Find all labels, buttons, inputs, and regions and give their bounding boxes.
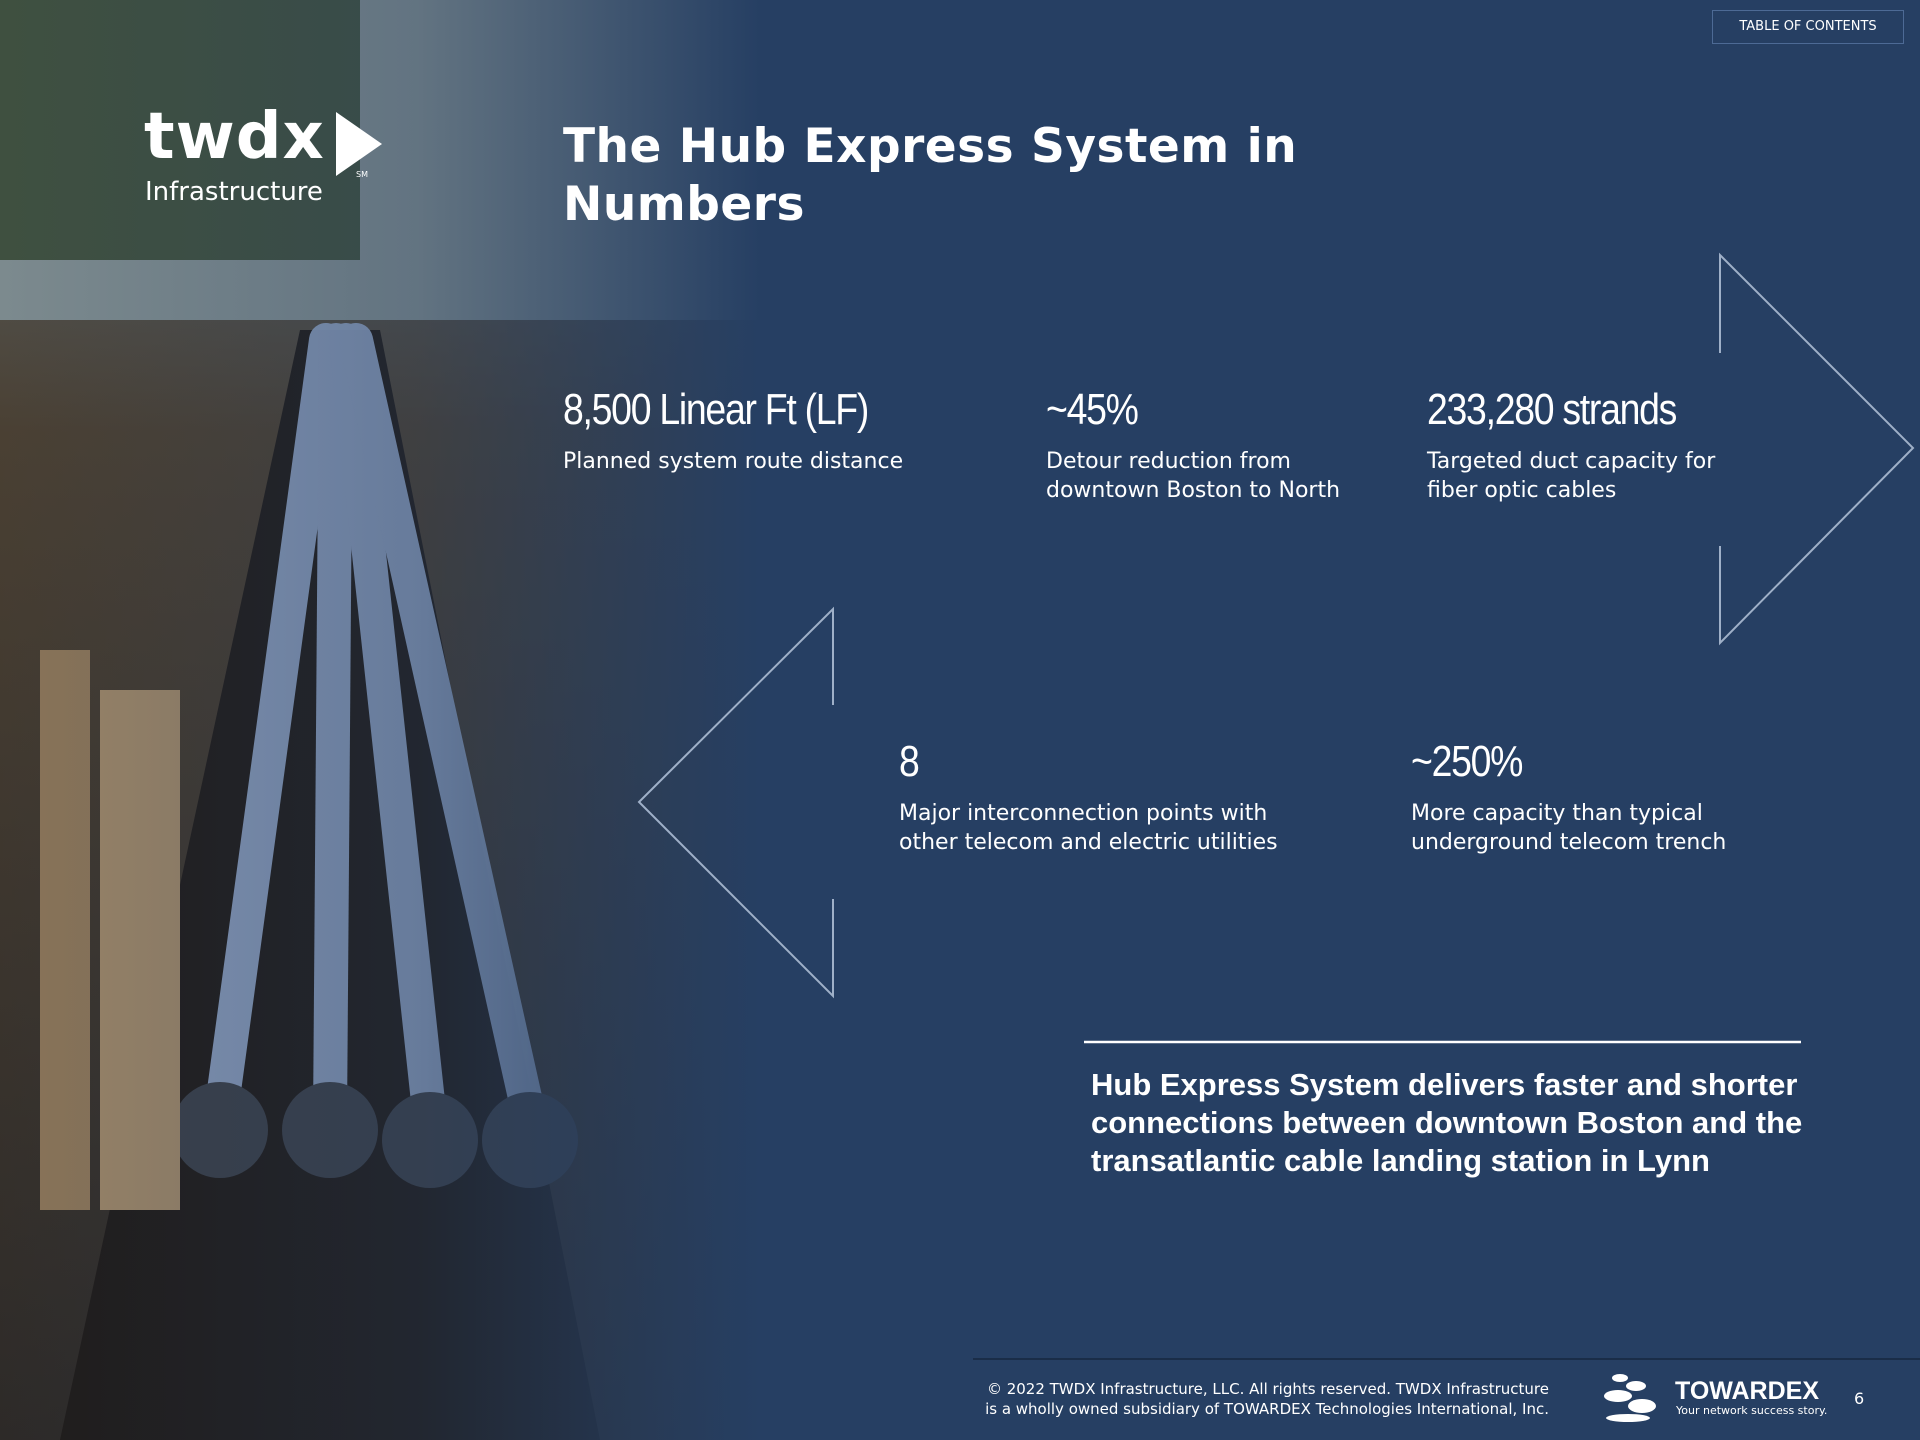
callout-line: Hub Express System delivers faster and s… [1091,1066,1802,1104]
page-number: 6 [1854,1389,1864,1408]
stat-figure: 8,500 Linear Ft (LF) [563,385,868,435]
callout-line: connections between downtown Boston and … [1091,1104,1802,1142]
stat-figure: 233,280 strands [1427,385,1676,435]
stat-description: Planned system route distance [563,447,922,476]
stat-description-line: other telecom and electric utilities [899,828,1278,857]
copyright-line: is a wholly owned subsidiary of TOWARDEX… [985,1399,1549,1419]
stat-description-line: Planned system route distance [563,447,922,476]
callout-line: transatlantic cable landing station in L… [1091,1142,1802,1180]
copyright-line: © 2022 TWDX Infrastructure, LLC. All rig… [985,1379,1549,1399]
logo-sm: SM [356,170,368,179]
stat-description-line: Major interconnection points with [899,799,1278,828]
stat-description-line: More capacity than typical [1411,799,1726,828]
stat-figure: ~250% [1411,737,1679,787]
callout: Hub Express System delivers faster and s… [1091,1066,1802,1180]
brand: TOWARDEX [1675,1377,1819,1406]
stat-description-line: Targeted duct capacity for [1427,447,1720,476]
title-line: Numbers [563,176,1297,234]
stat: 233,280 strands Targeted duct capacity fo… [1427,385,1720,505]
title-line: The Hub Express System in [563,118,1297,176]
stat-description-line: underground telecom trench [1411,828,1726,857]
logo-subtitle: Infrastructure [145,177,323,207]
logo-wordmark: twdx [144,100,325,174]
toc-button[interactable]: TABLE OF CONTENTS [1712,10,1904,44]
tagline: Your network success story. [1676,1404,1827,1417]
stat-figure: ~45% [1046,385,1296,435]
towardex-icon [1598,1370,1668,1426]
copyright: © 2022 TWDX Infrastructure, LLC. All rig… [985,1379,1549,1419]
stat-description-line: fiber optic cables [1427,476,1720,505]
stat: 8,500 Linear Ft (LF) Planned system route… [563,385,922,476]
slide: TABLE OF CONTENTS twdx SM Infrastructure… [0,0,1920,1440]
stat-figure: 8 [899,737,1221,787]
stat-description-line: Detour reduction from [1046,447,1340,476]
stat-description-line: downtown Boston to North [1046,476,1340,505]
